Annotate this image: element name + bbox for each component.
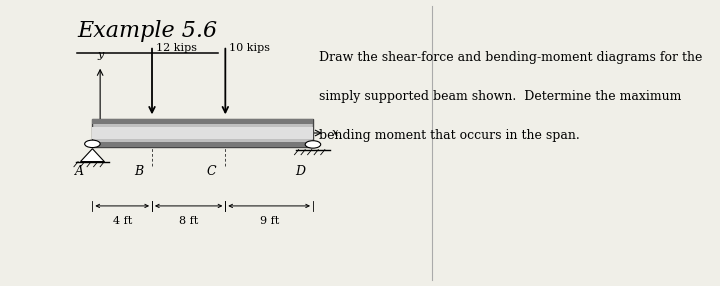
Text: B: B [134, 165, 143, 178]
Circle shape [305, 141, 320, 148]
Text: bending moment that occurs in the span.: bending moment that occurs in the span. [319, 129, 580, 142]
Bar [92, 127, 313, 139]
Polygon shape [81, 149, 104, 162]
Text: y: y [97, 50, 103, 60]
Text: 4 ft: 4 ft [112, 216, 132, 226]
Bar [92, 119, 313, 124]
Text: A: A [74, 165, 84, 178]
Bar [92, 119, 313, 147]
Text: x: x [332, 128, 338, 138]
Text: 10 kips: 10 kips [230, 43, 271, 53]
Text: Example 5.6: Example 5.6 [78, 20, 217, 42]
Circle shape [85, 140, 100, 148]
Text: Draw the shear-force and bending-moment diagrams for the: Draw the shear-force and bending-moment … [319, 51, 702, 64]
Bar [92, 142, 313, 147]
Text: simply supported beam shown.  Determine the maximum: simply supported beam shown. Determine t… [319, 90, 681, 103]
Text: 8 ft: 8 ft [179, 216, 198, 226]
Text: D: D [295, 165, 305, 178]
Text: 9 ft: 9 ft [259, 216, 279, 226]
Text: C: C [207, 165, 217, 178]
Text: 12 kips: 12 kips [156, 43, 197, 53]
